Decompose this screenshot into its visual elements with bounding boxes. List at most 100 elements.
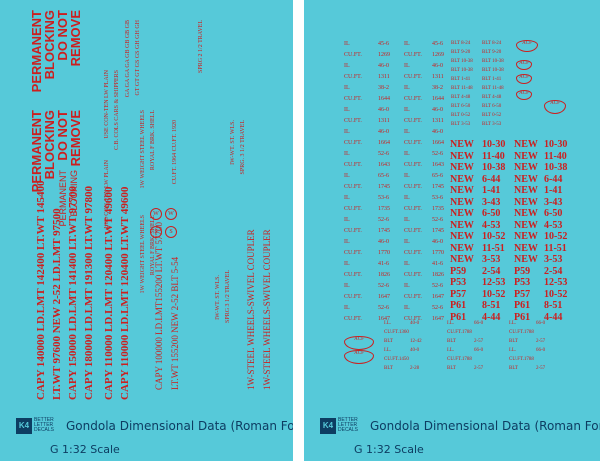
bottom-data-cell: 2-57: [474, 339, 484, 344]
new-date-stencil: 6-50: [544, 208, 563, 219]
new-date-stencil: 6-44: [482, 173, 501, 185]
decal-sheet-right: IL 45-6 IL 45-6 CU.FT. 1269 CU.FT. 1269 IL 46-0 IL…: [304, 0, 600, 461]
bottom-data-cell: I.L.: [509, 348, 517, 353]
row-cell: 46-0: [378, 107, 389, 113]
small-stencil-column: GT GT GT GS GS GH GH GH: [135, 20, 141, 96]
row-cell: 1735: [432, 206, 444, 212]
row-cell: IL: [404, 195, 410, 201]
row-cell: 1311: [378, 74, 390, 80]
new-date-stencil: NEW: [514, 242, 538, 254]
logo-mark: K4: [320, 418, 336, 434]
row-cell: 52-6: [432, 217, 443, 223]
row-cell: CU.FT.: [404, 96, 422, 102]
bottom-data-cell: BLT: [447, 366, 456, 371]
small-stencil-column: ROYAL F BRK. SHELL: [150, 110, 156, 171]
row-cell: IL: [344, 261, 350, 267]
acf-herald: ACF: [516, 74, 532, 84]
data-row: IL 52-6 IL 52-6: [304, 150, 464, 158]
bottom-data-cell: 2-57: [474, 366, 484, 371]
new-date-stencil: P61: [514, 311, 531, 323]
row-cell: CU.FT.: [344, 206, 362, 212]
bottom-data-cell: I.L.: [447, 321, 455, 326]
row-cell: 1745: [378, 184, 390, 190]
row-cell: IL: [344, 305, 350, 311]
row-cell: 65-6: [432, 173, 443, 179]
row-cell: 38-2: [432, 85, 443, 91]
row-cell: 1644: [378, 96, 390, 102]
new-date-stencil: 4-53: [544, 219, 563, 231]
row-cell: CU.FT.: [404, 140, 422, 146]
built-date: BLT 10-38: [482, 68, 504, 73]
row-cell: 53-6: [432, 195, 443, 201]
row-cell: CU.FT.: [404, 74, 422, 80]
row-cell: IL: [404, 283, 410, 289]
row-cell: IL: [344, 195, 350, 201]
row-cell: IL: [344, 63, 350, 69]
row-cell: 46-0: [378, 63, 389, 69]
bottom-data-cell: BLT: [509, 366, 518, 371]
row-cell: 1745: [378, 228, 390, 234]
new-date-stencil: 10-52: [482, 288, 506, 300]
small-stencil-column: IW-WT. ST. WLS.: [230, 120, 236, 165]
wheel-symbol: S: [165, 226, 177, 238]
row-cell: IL: [404, 173, 410, 179]
row-cell: CU.FT.: [344, 74, 362, 80]
new-date-stencil: NEW: [514, 219, 538, 231]
row-cell: CU.FT.: [404, 228, 422, 234]
small-stencil-column: SPRG 3 1/2 TRAVEL: [225, 270, 231, 323]
row-cell: 1826: [432, 272, 444, 278]
row-cell: 65-6: [378, 173, 389, 179]
new-date-stencil: 1-41: [544, 185, 563, 196]
row-cell: IL: [344, 217, 350, 223]
sheet-scale: G 1:32 Scale: [50, 443, 120, 456]
new-date-stencil: NEW: [514, 150, 538, 162]
data-row: CU.FT. 1269 CU.FT. 1269: [304, 51, 464, 59]
new-date-stencil: NEW: [514, 196, 538, 208]
new-date-stencil: 3-53: [544, 254, 563, 265]
row-cell: 1269: [378, 52, 390, 58]
new-date-stencil: NEW: [514, 162, 538, 173]
row-cell: 1643: [432, 162, 444, 168]
built-date: BLT 1-41: [482, 77, 502, 82]
built-date: BLT 11-48: [482, 86, 504, 91]
new-date-stencil: 2-54: [482, 265, 501, 277]
new-date-stencil: 11-40: [482, 150, 505, 162]
permanent-blocking-label: REMOVE: [68, 10, 83, 67]
data-row: IL 52-6 IL 52-6: [304, 282, 464, 290]
row-cell: 46-0: [432, 63, 443, 69]
bottom-data-cell: CU.FT.1450: [384, 357, 409, 362]
new-date-stencil: NEW: [450, 150, 474, 162]
new-date-stencil: 11-51: [482, 242, 505, 254]
new-date-stencil: 10-30: [482, 139, 506, 150]
new-date-stencil: NEW: [450, 254, 474, 265]
row-cell: 52-6: [378, 305, 389, 311]
dim-data-column: 1W-STEEL WHEELS-SWIVEL COUPLER: [246, 229, 256, 390]
data-row: IL 46-0 IL 46-0: [304, 128, 464, 136]
new-date-stencil: P57: [514, 288, 531, 300]
logo-text: BETTER LETTER DECALS: [338, 417, 359, 433]
sheet-title: Gondola Dimensional Data (Roman Font): [66, 419, 293, 433]
new-date-stencil: NEW: [514, 208, 538, 219]
sheet-divider: [293, 0, 304, 461]
row-cell: CU.FT.: [404, 162, 422, 168]
new-date-stencil: NEW: [450, 185, 474, 196]
data-row: IL 46-0 IL 46-0: [304, 62, 464, 70]
data-row: CU.FT. 1311 CU.FT. 1311: [304, 73, 464, 81]
row-cell: IL: [404, 305, 410, 311]
new-date-stencil: 8-51: [482, 300, 501, 311]
data-row: IL 52-6 IL 52-6: [304, 304, 464, 312]
data-row: IL 38-2 IL 38-2: [304, 84, 464, 92]
footer-right: K4 BETTER LETTER DECALS Gondola Dimensio…: [304, 406, 600, 461]
data-row: CU.FT. 1745 CU.FT. 1745: [304, 183, 464, 191]
row-cell: 52-6: [378, 151, 389, 157]
dim-data-column: CAPY 140000 LD.LMT 142400 LT.WT 145400: [35, 180, 47, 400]
new-date-stencil: 8-51: [544, 300, 563, 311]
new-date-stencil: NEW: [450, 196, 474, 208]
row-cell: IL: [344, 239, 350, 245]
row-cell: IL: [404, 261, 410, 267]
row-cell: CU.FT.: [404, 118, 422, 124]
row-cell: IL: [404, 239, 410, 245]
small-stencil-column: SPRG. 3 1/2 TRAVEL: [240, 120, 246, 175]
data-row: IL 52-6 IL 52-6: [304, 216, 464, 224]
new-date-stencil: 10-38: [544, 162, 568, 173]
